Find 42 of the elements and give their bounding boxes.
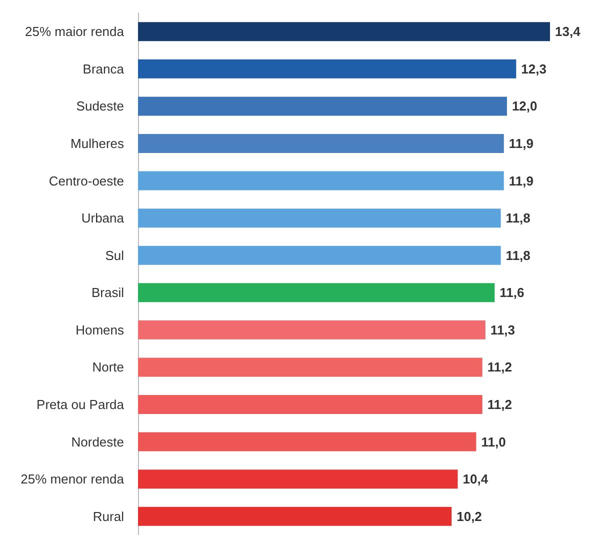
- data-label: 12,3: [521, 61, 546, 76]
- data-label: 11,8: [506, 210, 530, 226]
- data-label: 11,6: [500, 285, 524, 300]
- y-tick-label: Rural: [92, 508, 124, 524]
- y-tick-label: Mulheres: [70, 136, 124, 151]
- bar: [138, 246, 501, 265]
- y-tick-label: Urbana: [81, 210, 125, 226]
- bar: [138, 358, 482, 377]
- data-label: 11,0: [481, 434, 506, 450]
- y-tick-label: Brasil: [91, 285, 124, 300]
- data-label: 11,9: [508, 136, 534, 151]
- bar: [138, 208, 501, 228]
- data-label: 13,4: [555, 24, 582, 40]
- y-tick-label: Sudeste: [76, 98, 124, 114]
- y-tick-label: 25% maior renda: [25, 24, 125, 40]
- data-label: 10,2: [456, 508, 482, 524]
- data-label: 12,0: [512, 98, 538, 114]
- y-tick-label: Preta ou Parda: [36, 397, 125, 412]
- bar: [138, 320, 486, 340]
- y-tick-label: Homens: [76, 322, 124, 338]
- bar: [138, 134, 504, 153]
- data-label: 11,9: [508, 173, 534, 188]
- data-label: 11,8: [506, 248, 530, 263]
- data-label: 11,2: [487, 397, 512, 412]
- bar: [138, 171, 504, 190]
- data-label: 11,2: [487, 360, 512, 375]
- bar: [138, 22, 550, 42]
- y-tick-label: Sul: [105, 248, 124, 263]
- bar: [138, 506, 452, 526]
- y-tick-label: Norte: [92, 360, 124, 375]
- y-tick-label: Centro-oeste: [48, 173, 124, 188]
- bar: [138, 96, 507, 116]
- bar: [138, 432, 476, 452]
- y-tick-label: Nordeste: [71, 434, 124, 450]
- y-tick-label: Branca: [82, 61, 125, 76]
- bar: [138, 59, 516, 78]
- y-tick-label: 25% menor renda: [20, 472, 125, 487]
- bar: [138, 470, 458, 489]
- data-label: 10,4: [462, 472, 489, 487]
- data-label: 11,3: [490, 322, 516, 338]
- bar: [138, 395, 482, 414]
- bar: [138, 283, 495, 302]
